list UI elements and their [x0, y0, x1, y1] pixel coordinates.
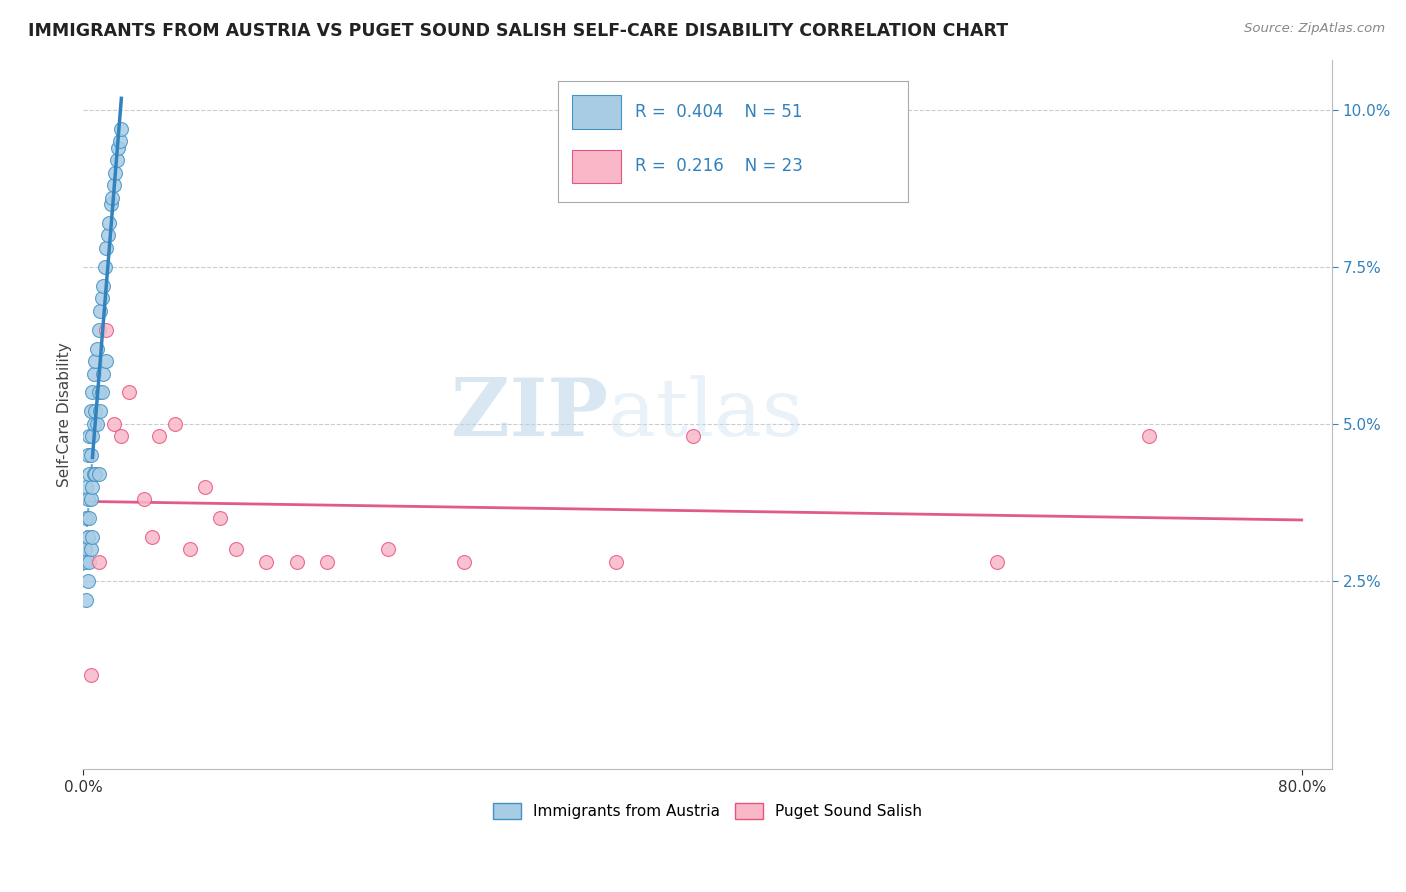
Point [82, 530, 104, 544]
Point [79, 467, 101, 482]
Point [83, 467, 105, 482]
Point [80, 492, 103, 507]
Point [316, 555, 339, 569]
Point [141, 530, 163, 544]
Point [148, 429, 170, 443]
Text: atlas: atlas [607, 376, 803, 453]
Point [97, 228, 120, 243]
Point [83, 417, 105, 431]
Point [76, 574, 98, 588]
Point [453, 555, 475, 569]
Point [108, 134, 131, 148]
Point [79, 555, 101, 569]
Point [82, 385, 104, 400]
Point [1139, 429, 1161, 443]
Point [225, 542, 247, 557]
Point [75, 511, 97, 525]
Point [80, 542, 103, 557]
Point [94, 354, 117, 368]
Point [82, 429, 104, 443]
Point [87, 323, 110, 337]
Point [84, 354, 107, 368]
Point [93, 260, 115, 274]
Point [100, 197, 122, 211]
Text: Source: ZipAtlas.com: Source: ZipAtlas.com [1244, 22, 1385, 36]
Point [605, 555, 627, 569]
Point [105, 153, 128, 167]
Point [104, 166, 127, 180]
Point [94, 241, 117, 255]
Point [86, 417, 108, 431]
Point [83, 367, 105, 381]
Point [90, 385, 112, 400]
Y-axis label: Self-Care Disability: Self-Care Disability [58, 342, 72, 487]
Point [76, 448, 98, 462]
Point [82, 480, 104, 494]
Point [163, 417, 186, 431]
Point [79, 429, 101, 443]
Point [103, 178, 125, 193]
Point [89, 303, 111, 318]
Point [254, 555, 277, 569]
Point [76, 492, 98, 507]
Point [87, 385, 110, 400]
Legend: Immigrants from Austria, Puget Sound Salish: Immigrants from Austria, Puget Sound Sal… [488, 797, 928, 825]
Point [194, 480, 217, 494]
Point [75, 592, 97, 607]
Point [94, 323, 117, 337]
Point [101, 191, 124, 205]
Point [103, 417, 125, 431]
Point [98, 216, 121, 230]
Point [87, 467, 110, 482]
Point [91, 367, 114, 381]
Point [87, 555, 110, 569]
Point [91, 278, 114, 293]
Point [80, 448, 103, 462]
Point [110, 121, 132, 136]
Text: IMMIGRANTS FROM AUSTRIA VS PUGET SOUND SALISH SELF-CARE DISABILITY CORRELATION C: IMMIGRANTS FROM AUSTRIA VS PUGET SOUND S… [28, 22, 1008, 40]
Point [134, 492, 156, 507]
Point [80, 404, 103, 418]
Point [75, 480, 97, 494]
Point [90, 291, 112, 305]
Point [73, 555, 96, 569]
Text: ZIP: ZIP [451, 376, 607, 453]
Point [110, 429, 132, 443]
Point [377, 542, 399, 557]
Point [209, 511, 232, 525]
Point [86, 342, 108, 356]
Point [76, 530, 98, 544]
Point [682, 429, 704, 443]
Point [285, 555, 308, 569]
Point [89, 404, 111, 418]
Point [179, 542, 201, 557]
Point [84, 467, 107, 482]
Point [73, 542, 96, 557]
Point [79, 511, 101, 525]
Point [107, 140, 129, 154]
Point [80, 668, 103, 682]
Point [986, 555, 1008, 569]
Point [84, 404, 107, 418]
Point [118, 385, 141, 400]
